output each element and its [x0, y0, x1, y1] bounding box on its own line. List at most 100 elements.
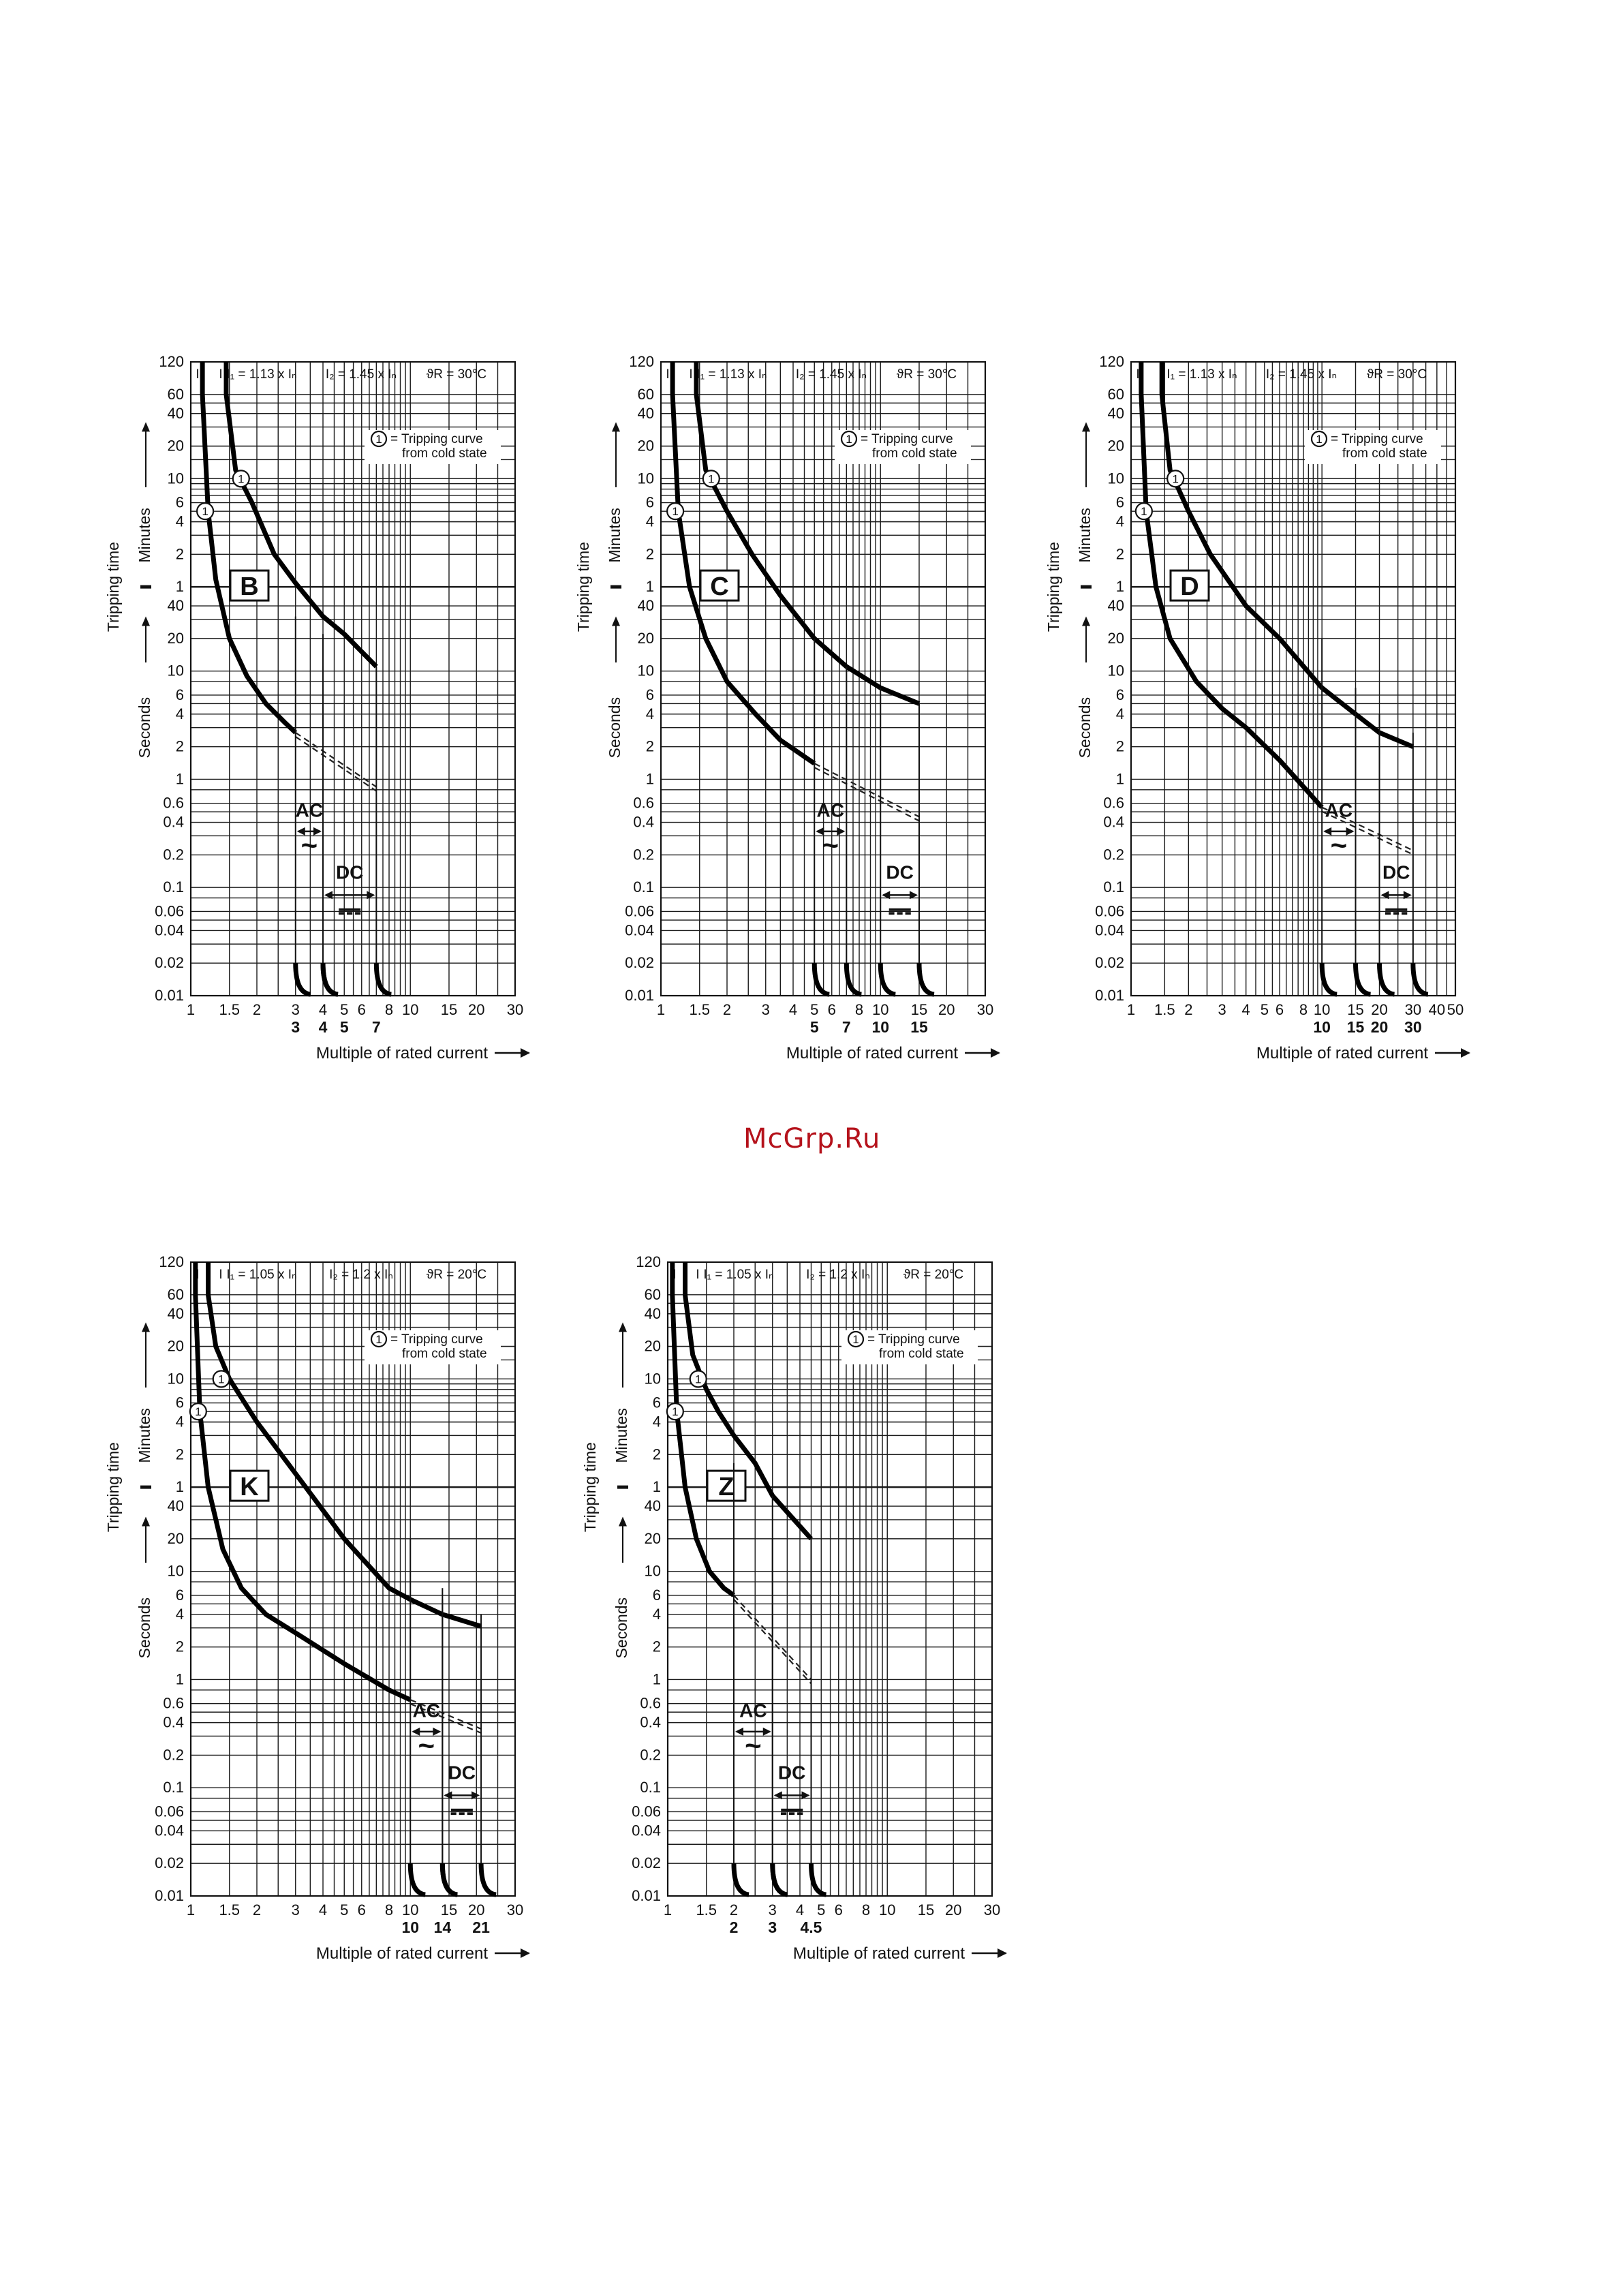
- class-text: Z: [718, 1473, 734, 1501]
- x-tick-label: 15: [441, 1901, 457, 1918]
- cold-state-marker-upper-num: 1: [238, 472, 244, 485]
- x-sublabel: 3: [768, 1918, 777, 1936]
- x-tick-label: 10: [879, 1901, 895, 1918]
- y-tick-label: 2: [176, 738, 184, 755]
- zone-foot: [770, 1863, 788, 1897]
- cold-state-marker-lower: [666, 502, 685, 521]
- y-tick-label: 6: [646, 494, 654, 511]
- plot-frame: [1130, 361, 1457, 997]
- x-sublabel: 15: [1347, 1018, 1365, 1036]
- y-tick-label: 0.6: [163, 795, 184, 812]
- cold-state-marker-upper-num: 1: [218, 1373, 224, 1386]
- watermark: McGrp.Ru: [743, 1123, 881, 1154]
- y-tick-label: 20: [645, 1338, 661, 1355]
- x-axis-arrowhead: [1461, 1048, 1470, 1058]
- dashed-continuation: [409, 1699, 482, 1730]
- cold-state-marker-lower-num: 1: [672, 505, 678, 518]
- header-i2-mark: I: [696, 1268, 699, 1282]
- seconds-arrowhead: [1082, 616, 1090, 626]
- y-tick-label: 0.02: [632, 1854, 661, 1871]
- legend-circle-num: 1: [375, 433, 382, 446]
- ac-tilde: ~: [745, 1729, 762, 1761]
- legend-circle: [1310, 430, 1328, 448]
- ac-tilde: ~: [418, 1729, 435, 1761]
- y-tick-label: 10: [1108, 470, 1124, 487]
- header-i2: I₂ = 1.45 x Iₙ: [796, 367, 867, 382]
- dashed-continuation-2: [295, 736, 377, 792]
- cold-state-marker-lower-num: 1: [202, 505, 208, 518]
- y-tick-label: 2: [176, 1638, 184, 1655]
- x-tick-label: 8: [1299, 1001, 1308, 1018]
- ac-arrowheads: [412, 1727, 442, 1736]
- y-tick-label: 0.2: [633, 846, 654, 863]
- y-tick-label: 4: [653, 1606, 661, 1623]
- y-axis-title: Tripping time: [1045, 542, 1062, 632]
- y-tick-label: 60: [645, 1286, 661, 1303]
- x-tick-label: 2: [730, 1901, 738, 1918]
- y-tick-label: 40: [638, 405, 654, 422]
- class-box: [229, 1469, 270, 1502]
- x-tick-label: 4: [789, 1001, 797, 1018]
- dashed-continuation-2: [1321, 810, 1414, 855]
- y-axis-minutes: Minutes: [1076, 508, 1094, 563]
- legend-circle-num: 1: [1316, 433, 1322, 446]
- ac-label: AC: [817, 800, 844, 821]
- x-tick-label: 10: [402, 1001, 418, 1018]
- ac-label: AC: [739, 1700, 767, 1721]
- y-tick-label: 120: [629, 353, 654, 370]
- legend-box: [365, 430, 501, 464]
- y-tick-label: 10: [168, 470, 184, 487]
- zone-foot: [812, 963, 830, 997]
- class-label: C: [699, 569, 740, 602]
- y-tick-label: 0.06: [1095, 902, 1124, 919]
- legend-box: [841, 1330, 978, 1364]
- grid: [1130, 361, 1456, 996]
- y-tick-label: 0.02: [1095, 954, 1124, 971]
- y-tick-label: 6: [176, 686, 184, 703]
- class-box: [1169, 569, 1210, 602]
- dashed-continuation: [295, 732, 377, 788]
- x-tick-label: 15: [918, 1901, 934, 1918]
- x-tick-label: 6: [1276, 1001, 1284, 1018]
- chart-svg: 12060402010642140201064210.60.40.20.10.0…: [574, 353, 1000, 1062]
- chart-b: 120 60 40 20 10 6 4 2 1 40 20 10 6 4 2 1 0.6 0.4 0.2 0.1 0.0…: [101, 344, 591, 1067]
- cold-state-marker-upper: [702, 470, 720, 488]
- x-tick-label: 40: [1429, 1001, 1445, 1018]
- x-sublabel: 5: [340, 1018, 349, 1036]
- cold-state-marker-lower-num: 1: [672, 1405, 678, 1418]
- y-tick-label: 2: [653, 1445, 661, 1463]
- dashed-continuation-2: [409, 1703, 482, 1734]
- y-tick-label: 20: [645, 1530, 661, 1547]
- y-tick-label: 20: [168, 630, 184, 647]
- x-tick-label: 1.5: [1154, 1001, 1175, 1018]
- y-tick-label: 4: [176, 1606, 184, 1623]
- y-tick-labels: 120 60 40 20 10 6 4 2 1 40 20 10 6 4 2 1 0.6 0.4 0.2 0.1 0.0…: [155, 353, 184, 1004]
- y-tick-label: 0.01: [625, 987, 654, 1004]
- y-tick-label: 6: [176, 1394, 184, 1411]
- legend-line2: from cold state: [402, 1347, 487, 1361]
- x-tick-label: 8: [855, 1001, 863, 1018]
- minutes-arrowhead: [1082, 422, 1090, 432]
- x-tick-label: 5: [340, 1901, 348, 1918]
- dashed-continuation: [1321, 806, 1414, 851]
- dc-symbol: ⎓: [780, 1794, 803, 1826]
- header-temp: ϑR = 20°C: [427, 1268, 486, 1282]
- ac-label: AC: [296, 800, 323, 821]
- y-tick-label: 10: [645, 1370, 661, 1387]
- class-box: [229, 569, 270, 602]
- chart-svg: 12060402010642140201064210.60.40.20.10.0…: [104, 1253, 530, 1963]
- y-tick-labels: 120 60 40 20 10 6 4 2 1 40 20 10 6 4 2 1 0.6 0.4 0.2 0.1 0.0…: [155, 1253, 184, 1904]
- y-tick-label: 4: [176, 1413, 184, 1430]
- plot-frame: [189, 1261, 516, 1897]
- header-i2: I₂ = 1.2 x Iₙ: [806, 1268, 870, 1282]
- x-sublabel: 30: [1404, 1018, 1422, 1036]
- y-tick-label: 120: [159, 353, 184, 370]
- x-tick-label: 15: [441, 1001, 457, 1018]
- legend-line2: from cold state: [402, 446, 487, 461]
- x-sublabel: 10: [401, 1918, 419, 1936]
- x-tick-label: 15: [1347, 1001, 1363, 1018]
- header: I₁ = 1.13 x Iₙ I₂ = 1.45 x Iₙ ϑR = 30°C I I: [666, 367, 957, 382]
